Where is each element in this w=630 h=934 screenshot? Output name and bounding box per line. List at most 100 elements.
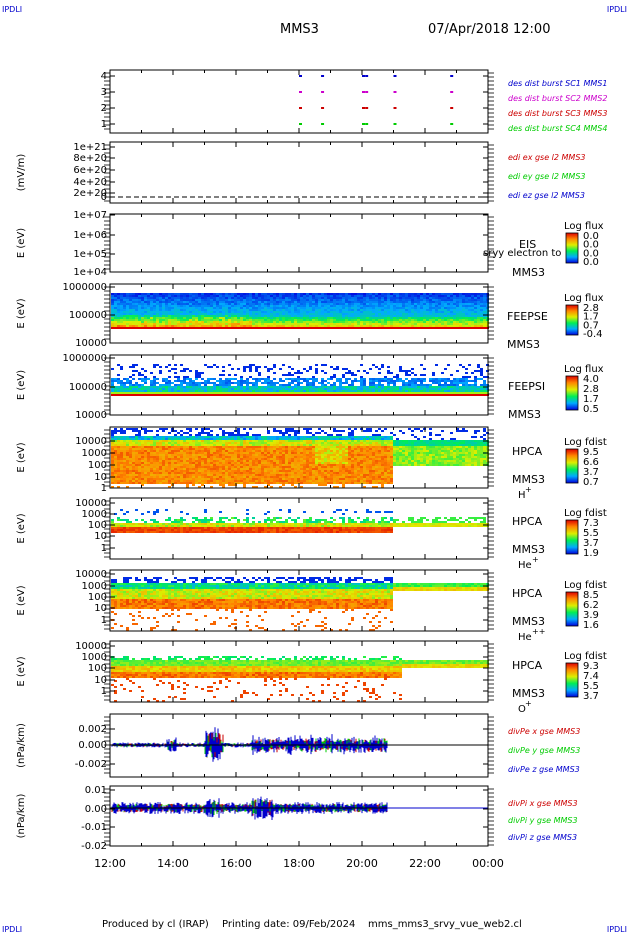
- spectrogram-cell: [228, 392, 231, 394]
- spectrogram-cell: [210, 388, 213, 390]
- spectrogram-cell: [168, 480, 171, 482]
- spectrogram-cell: [393, 382, 396, 384]
- spectrogram-cell: [174, 313, 177, 315]
- spectrogram-cell: [384, 299, 387, 301]
- spectrogram-cell: [216, 460, 219, 462]
- spectrogram-cell: [210, 325, 213, 327]
- spectrogram-cell: [171, 474, 174, 476]
- spectrogram-cell: [171, 319, 174, 321]
- spectrogram-cell: [327, 299, 330, 301]
- spectrogram-cell: [261, 301, 264, 303]
- spectrogram-cell: [225, 480, 228, 482]
- spectrogram-cell: [147, 476, 150, 478]
- spectrogram-cell: [243, 460, 246, 462]
- spectrogram-cell: [141, 317, 144, 319]
- spectrogram-cell: [240, 386, 243, 388]
- spectrogram-cell: [333, 317, 336, 319]
- spectrogram-cell: [162, 482, 165, 484]
- spectrogram-cell: [162, 394, 165, 396]
- spectrogram-cell: [165, 311, 168, 313]
- spectrogram-cell: [261, 307, 264, 309]
- spectrogram-cell: [324, 305, 327, 307]
- spectrogram-cell: [114, 456, 117, 458]
- spectrogram-cell: [165, 466, 168, 468]
- spectrogram-cell: [258, 386, 261, 388]
- spectrogram-cell: [279, 454, 282, 456]
- spectrogram-cell: [456, 297, 459, 299]
- spectrogram-cell: [135, 452, 138, 454]
- spectrogram-cell: [165, 460, 168, 462]
- spectrogram-cell: [180, 311, 183, 313]
- spectrogram-cell: [162, 386, 165, 388]
- spectrogram-cell: [156, 319, 159, 321]
- spectrogram-cell: [201, 309, 204, 311]
- spectrogram-cell: [381, 327, 384, 329]
- spectrogram-cell: [294, 315, 297, 317]
- spectrogram-cell: [219, 319, 222, 321]
- spectrogram-cell: [285, 315, 288, 317]
- spectrogram-cell: [195, 390, 198, 392]
- spectrogram-cell: [228, 384, 231, 386]
- spectrogram-cell: [180, 305, 183, 307]
- spectrogram-cell: [369, 307, 372, 309]
- spectrogram-cell: [210, 452, 213, 454]
- spectrogram-cell: [429, 388, 432, 390]
- spectrogram-cell: [294, 297, 297, 299]
- spectrogram-cell: [393, 305, 396, 307]
- spectrogram-cell: [210, 382, 213, 384]
- spectrogram-cell: [234, 382, 237, 384]
- spectrogram-cell: [144, 311, 147, 313]
- spectrogram-cell: [111, 323, 114, 325]
- spectrogram-cell: [147, 480, 150, 482]
- spectrogram-cell: [363, 390, 366, 392]
- spectrogram-cell: [243, 366, 246, 368]
- spectrogram-cell: [222, 460, 225, 462]
- spectrogram-cell: [279, 311, 282, 313]
- spectrogram-cell: [291, 299, 294, 301]
- spectrogram-cell: [363, 323, 366, 325]
- spectrogram-cell: [468, 303, 471, 305]
- spectrogram-cell: [399, 388, 402, 390]
- spectrogram-cell: [225, 476, 228, 478]
- spectrogram-cell: [129, 468, 132, 470]
- spectrogram-cell: [222, 442, 225, 444]
- spectrogram-cell: [348, 299, 351, 301]
- spectrogram-cell: [126, 456, 129, 458]
- spectrogram-cell: [156, 448, 159, 450]
- spectrogram-cell: [321, 390, 324, 392]
- spectrogram-cell: [114, 446, 117, 448]
- spectrogram-cell: [264, 458, 267, 460]
- spectrogram-cell: [312, 384, 315, 386]
- spectrogram-cell: [141, 442, 144, 444]
- spectrogram-cell: [345, 293, 348, 295]
- spectrogram-cell: [129, 456, 132, 458]
- spectrogram-cell: [315, 394, 318, 396]
- spectrogram-cell: [177, 301, 180, 303]
- spectrogram-cell: [240, 327, 243, 329]
- spectrogram-cell: [219, 480, 222, 482]
- spectrogram-cell: [267, 480, 270, 482]
- spectrogram-cell: [117, 386, 120, 388]
- spectrogram-cell: [153, 307, 156, 309]
- spectrogram-cell: [132, 309, 135, 311]
- spectrogram-cell: [114, 311, 117, 313]
- spectrogram-cell: [135, 295, 138, 297]
- spectrogram-cell: [171, 382, 174, 384]
- spectrogram-cell: [141, 456, 144, 458]
- spectrogram-cell: [252, 394, 255, 396]
- spectrogram-cell: [174, 323, 177, 325]
- spectrogram-cell: [216, 438, 219, 440]
- spectrogram-cell: [318, 295, 321, 297]
- spectrogram-cell: [276, 321, 279, 323]
- spectrogram-cell: [372, 315, 375, 317]
- spectrogram-cell: [123, 321, 126, 323]
- spectrogram-cell: [192, 327, 195, 329]
- spectrogram-cell: [153, 297, 156, 299]
- spectrogram-cell: [306, 311, 309, 313]
- spectrogram-cell: [366, 299, 369, 301]
- spectrogram-cell: [450, 303, 453, 305]
- spectrogram-cell: [228, 364, 231, 366]
- spectrogram-cell: [117, 299, 120, 301]
- spectrogram-cell: [222, 430, 225, 432]
- spectrogram-cell: [123, 462, 126, 464]
